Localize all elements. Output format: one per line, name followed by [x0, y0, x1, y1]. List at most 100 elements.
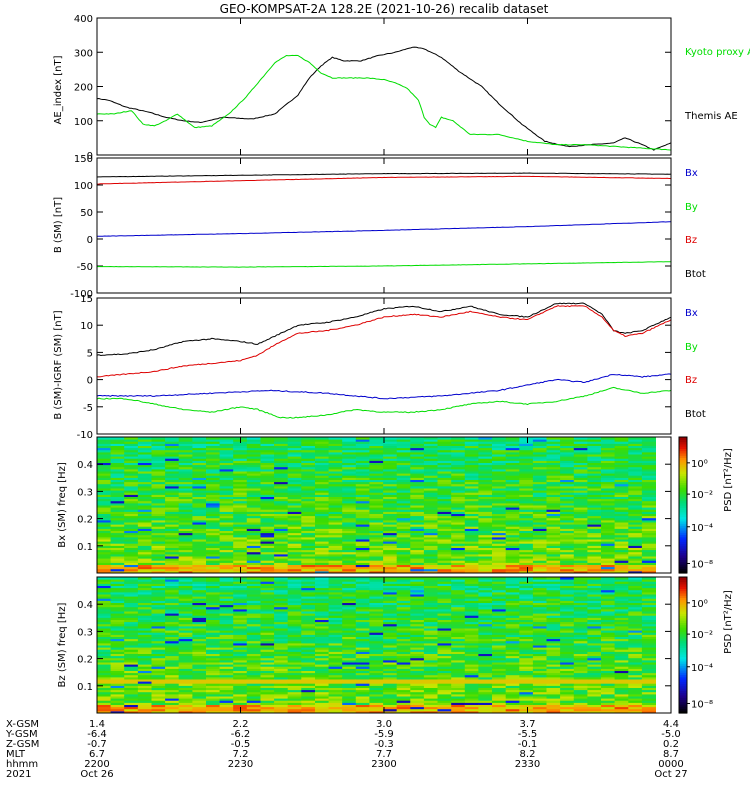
spectrogram-cell	[451, 594, 466, 597]
spectrogram-cell	[546, 505, 561, 508]
spectrogram-cell	[492, 579, 507, 582]
spectrogram-cell	[301, 526, 316, 529]
spectrogram-cell	[192, 674, 207, 678]
spectrogram-cell	[423, 634, 438, 637]
spectrogram-cell	[206, 466, 221, 470]
spectrogram-cell	[451, 600, 466, 603]
spectrogram-cell	[246, 691, 261, 695]
spectrogram-cell	[192, 623, 207, 627]
spectrogram-cell	[165, 674, 180, 678]
spectrogram-cell	[369, 466, 384, 470]
spectrogram-cell	[137, 696, 152, 699]
y-tick-label: 0.4	[77, 460, 93, 471]
spectrogram-cell	[165, 640, 180, 644]
colorbar-segment	[679, 554, 687, 558]
spectrogram-cell	[601, 437, 616, 440]
spectrogram-cell	[342, 664, 357, 667]
spectrogram-cell	[355, 693, 370, 697]
spectrogram-cell	[410, 691, 425, 695]
spectrogram-cell	[614, 536, 629, 540]
spectrogram-cell	[165, 615, 180, 618]
spectrogram-cell	[383, 454, 398, 457]
spectrogram-cell	[492, 439, 507, 442]
spectrogram-cell	[342, 502, 357, 506]
spectrogram-cell	[355, 496, 370, 500]
spectrogram-cell	[192, 460, 207, 463]
spectrogram-cell	[287, 490, 302, 493]
spectrogram-cell	[560, 481, 575, 485]
spectrogram-cell	[260, 621, 275, 625]
spectrogram-cell	[437, 659, 452, 663]
spectrogram-cell	[260, 475, 275, 478]
spectrogram-cell	[342, 674, 357, 678]
spectrogram-cell	[355, 466, 370, 470]
spectrogram-cell	[287, 437, 302, 440]
spectrogram-cell	[192, 681, 207, 684]
spectrogram-cell	[355, 528, 370, 531]
spectrogram-cell	[532, 587, 547, 591]
spectrogram-cell	[532, 545, 547, 548]
spectrogram-cell	[641, 445, 656, 449]
spectrogram-cell	[342, 704, 357, 708]
spectrogram-cell	[151, 475, 166, 478]
spectrogram-cell	[532, 619, 547, 623]
spectrogram-cell	[219, 441, 234, 444]
spectrogram-cell	[437, 541, 452, 544]
spectrogram-cell	[451, 689, 466, 693]
legend2-by: By	[685, 342, 698, 353]
spectrogram-cell	[274, 617, 289, 620]
spectrogram-cell	[206, 585, 221, 589]
spectrogram-cell	[178, 579, 193, 582]
spectrogram-cell	[464, 681, 479, 684]
spectrogram-cell	[396, 640, 411, 644]
spectrogram-cell	[437, 630, 452, 633]
spectrogram-cell	[178, 468, 193, 472]
spectrogram-cell	[342, 653, 357, 657]
spectrogram-cell	[369, 568, 384, 572]
spectrogram-cell	[342, 710, 357, 714]
spectrogram-cell	[396, 517, 411, 521]
spectrogram-cell	[573, 515, 588, 519]
spectrogram-cell	[396, 651, 411, 654]
spectrogram-cell	[587, 475, 602, 478]
spectrogram-cell	[342, 657, 357, 661]
colorbar-segment	[679, 514, 687, 517]
spectrogram-cell	[355, 649, 370, 652]
spectrogram-cell	[505, 570, 520, 574]
spectrogram-cell	[423, 670, 438, 674]
spectrogram-cell	[151, 579, 166, 582]
spectrogram-cell	[478, 539, 493, 542]
spectrogram-cell	[328, 441, 343, 444]
spectrogram-cell	[287, 659, 302, 663]
spectrogram-cell	[233, 558, 248, 561]
spectrogram-cell	[274, 566, 289, 570]
spectrogram-cell	[573, 519, 588, 523]
spectrogram-cell	[260, 528, 275, 531]
spectrogram-cell	[315, 564, 330, 568]
spectrogram-cell	[328, 698, 343, 701]
spectrogram-cell	[423, 702, 438, 705]
spectrogram-cell	[287, 625, 302, 629]
spectrogram-cell	[464, 458, 479, 461]
spectrogram-cell	[519, 475, 534, 478]
spectrogram-cell	[192, 566, 207, 570]
spectrogram-cell	[505, 502, 520, 506]
spectrogram-cell	[355, 475, 370, 478]
spectrogram-cell	[519, 494, 534, 497]
spectrogram-cell	[124, 604, 139, 608]
spectrogram-cell	[219, 608, 234, 612]
ae-index-frame	[96, 17, 672, 156]
spectrogram-cell	[410, 526, 425, 529]
spectrogram-cell	[124, 483, 139, 487]
spectrogram-cell	[233, 534, 248, 538]
spectrogram-cell	[233, 449, 248, 453]
spectrogram-cell	[546, 617, 561, 620]
spectrogram-cell	[587, 451, 602, 455]
spectrogram-cell	[451, 449, 466, 453]
spectrogram-cell	[396, 445, 411, 449]
spectrogram-cell	[519, 585, 534, 589]
spectrogram-cell	[505, 674, 520, 678]
spectrogram-cell	[505, 524, 520, 527]
spectrogram-cell	[124, 685, 139, 688]
spectrogram-cell	[464, 687, 479, 691]
